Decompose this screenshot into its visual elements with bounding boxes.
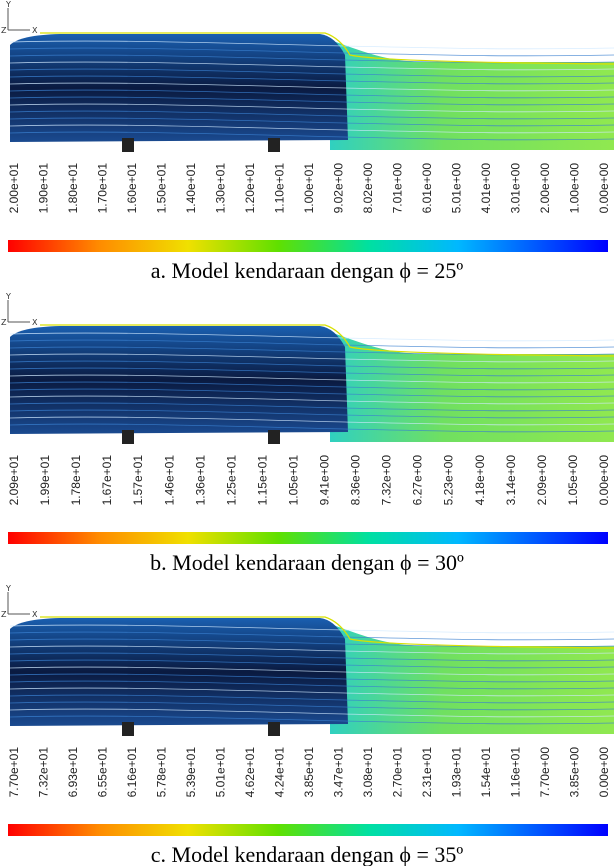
colorbar-label: 2.09e+01: [7, 455, 21, 506]
caption: b. Model kendaraan dengan ϕ = 30º: [150, 550, 464, 575]
colorbar-label: 1.60e+01: [125, 163, 139, 214]
axis-label: Y: [5, 584, 11, 593]
colorbar-label: 5.01e+00: [450, 163, 464, 214]
colorbar-label: 1.54e+01: [479, 747, 493, 798]
vehicle-flow: [10, 618, 348, 726]
colorbar-label: 1.25e+01: [224, 455, 238, 506]
colorbar-label: 1.67e+01: [100, 455, 114, 506]
wheel: [268, 430, 280, 444]
colorbar-label: 1.00e+01: [302, 163, 316, 214]
colorbar-label: 1.05e+01: [286, 455, 300, 506]
wake-region: [330, 332, 614, 442]
colorbar-label: 6.01e+00: [420, 163, 434, 214]
colorbar-label: 1.05e+00: [566, 455, 580, 506]
colorbar-label: 2.70e+01: [391, 747, 405, 798]
wake-region: [330, 40, 614, 150]
colorbar-label: 1.80e+01: [66, 163, 80, 214]
colorbar-label: 3.01e+00: [509, 163, 523, 214]
flow-visualization: Y Z X: [1, 584, 614, 736]
wake-region: [330, 624, 614, 734]
colorbar-label: 1.57e+01: [131, 455, 145, 506]
wheel: [268, 138, 280, 152]
colorbar-label: 5.23e+00: [442, 455, 456, 506]
colorbar-label: 7.32e+00: [380, 455, 394, 506]
colorbar-label: 1.78e+01: [69, 455, 83, 506]
colorbar-label: 2.31e+01: [420, 747, 434, 798]
colorbar-label: 6.16e+01: [125, 747, 139, 798]
colorbar-label: 7.01e+00: [391, 163, 405, 214]
vehicle-flow: [10, 34, 348, 142]
colorbar-label: 1.30e+01: [214, 163, 228, 214]
colorbar-label: 1.16e+01: [509, 747, 523, 798]
panel: Y Z X 7.70e+01 7.32e+01 6.93e+01 6.55e+01 6.16e…: [1, 584, 614, 866]
colorbar-label: 1.70e+01: [96, 163, 110, 214]
wheel: [268, 722, 280, 736]
colorbar-label: 3.85e+01: [302, 747, 316, 798]
axis-label: X: [32, 610, 38, 619]
colorbar-label: 1.50e+01: [155, 163, 169, 214]
wheel: [122, 138, 134, 152]
colorbar-label: 1.15e+01: [255, 455, 269, 506]
caption: a. Model kendaraan dengan ϕ = 25º: [151, 258, 464, 283]
axis-label: Y: [5, 0, 11, 9]
flow-visualization: Y Z X: [1, 292, 614, 444]
colorbar-label: 0.00e+00: [597, 163, 611, 214]
panel: Y Z X 2.00e+01 1.90e+01 1.80e+01 1.70e+01 1.60e…: [1, 0, 614, 283]
colorbar-label: 1.20e+01: [243, 163, 257, 214]
flow-visualization: Y Z X: [1, 0, 614, 152]
colorbar-label: 2.00e+00: [538, 163, 552, 214]
colorbar-label: 1.90e+01: [37, 163, 51, 214]
caption: c. Model kendaraan dengan ϕ = 35º: [151, 842, 464, 866]
figure: Y Z X 2.00e+01 1.90e+01 1.80e+01 1.70e+01 1.60e…: [0, 0, 614, 866]
colorbar-label: 4.01e+00: [479, 163, 493, 214]
axis-label: Z: [1, 610, 7, 619]
colorbar-label: 5.39e+01: [184, 747, 198, 798]
colorbar-label: 4.24e+01: [273, 747, 287, 798]
colorbar-label: 1.46e+01: [162, 455, 176, 506]
colorbar-label: 0.00e+00: [597, 747, 611, 798]
colorbar-label: 0.00e+00: [597, 455, 611, 506]
colorbar-label: 4.62e+01: [243, 747, 257, 798]
colorbar-label: 1.10e+01: [273, 163, 287, 214]
colorbar: [8, 824, 608, 836]
colorbar-label: 7.70e+01: [7, 747, 21, 798]
axis-label: X: [32, 318, 38, 327]
colorbar-label: 1.00e+00: [568, 163, 582, 214]
panel: Y Z X 2.09e+01 1.99e+01 1.78e+01 1.67e+01 1.57e…: [1, 292, 614, 575]
colorbar-label: 3.14e+00: [504, 455, 518, 506]
colorbar-label: 9.41e+00: [318, 455, 332, 506]
colorbar-label: 7.70e+00: [538, 747, 552, 798]
axis-label: Z: [1, 318, 7, 327]
colorbar-label: 5.78e+01: [155, 747, 169, 798]
vehicle-flow: [10, 326, 348, 434]
colorbar-label: 1.93e+01: [450, 747, 464, 798]
colorbar-label: 1.99e+01: [38, 455, 52, 506]
axis-label: Z: [1, 26, 7, 35]
colorbar-label: 6.93e+01: [66, 747, 80, 798]
colorbar-label: 8.36e+00: [349, 455, 363, 506]
wheel: [122, 430, 134, 444]
wheel: [122, 722, 134, 736]
colorbar: [8, 240, 608, 252]
colorbar-label: 6.27e+00: [411, 455, 425, 506]
colorbar-label: 3.85e+00: [568, 747, 582, 798]
colorbar-label: 2.00e+01: [7, 163, 21, 214]
colorbar-label: 2.09e+00: [535, 455, 549, 506]
colorbar-label: 5.01e+01: [214, 747, 228, 798]
colorbar: [8, 532, 608, 544]
colorbar-label: 1.36e+01: [193, 455, 207, 506]
colorbar-label: 3.47e+01: [332, 747, 346, 798]
colorbar-label: 4.18e+00: [473, 455, 487, 506]
colorbar-label: 8.02e+00: [361, 163, 375, 214]
colorbar-label: 7.32e+01: [37, 747, 51, 798]
axis-label: Y: [5, 292, 11, 301]
colorbar-label: 6.55e+01: [96, 747, 110, 798]
colorbar-label: 1.40e+01: [184, 163, 198, 214]
colorbar-label: 9.02e+00: [332, 163, 346, 214]
colorbar-label: 3.08e+01: [361, 747, 375, 798]
axis-label: X: [32, 26, 38, 35]
